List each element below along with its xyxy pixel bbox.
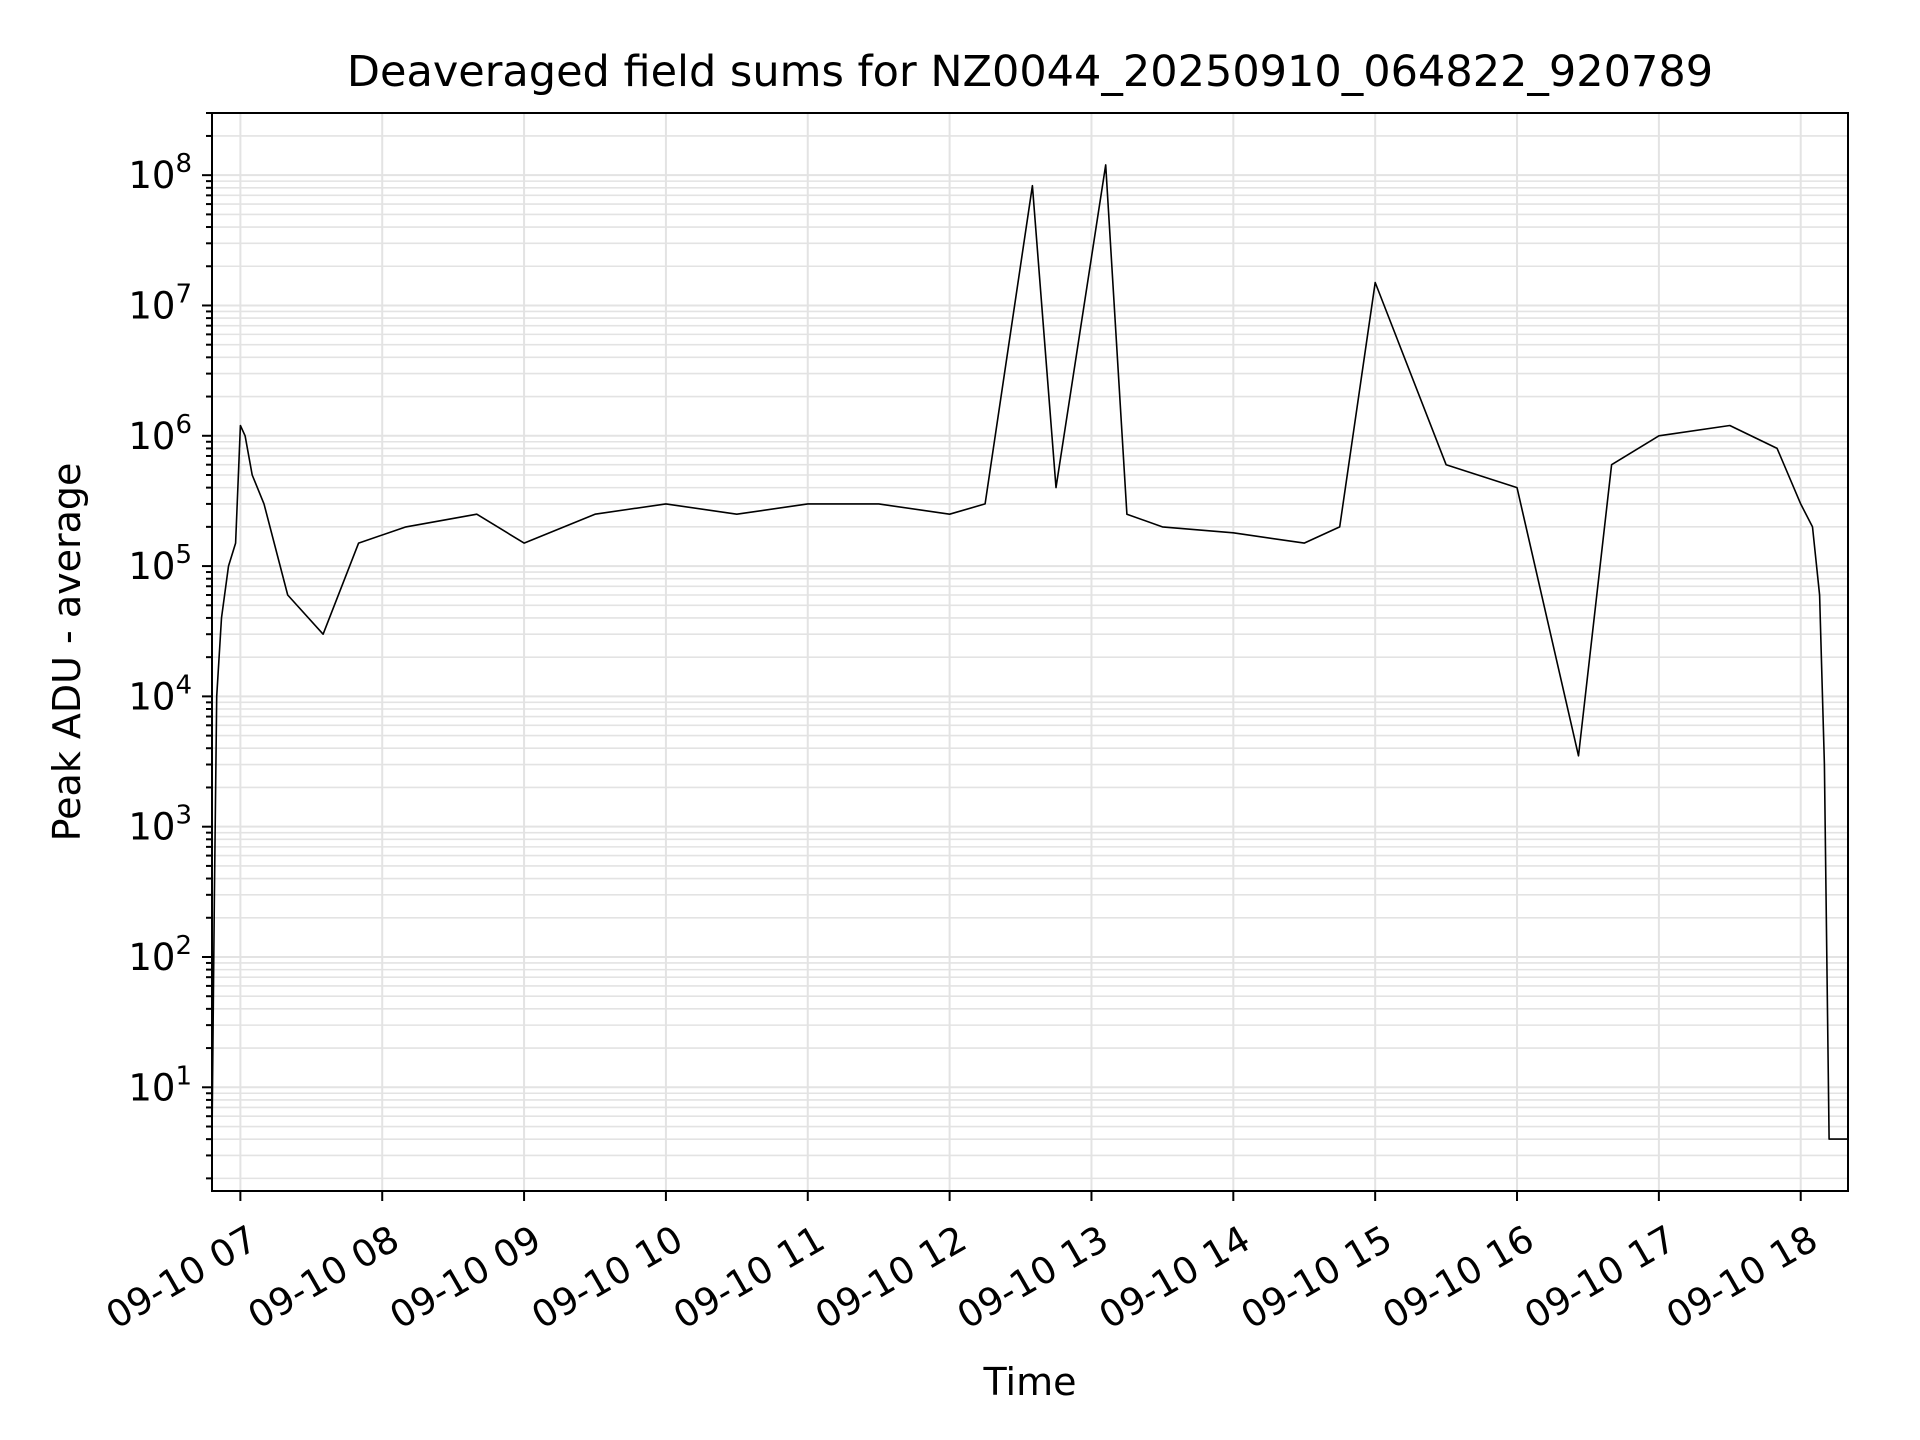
- grid: [212, 112, 1848, 1191]
- y-tick-exponent: 3: [175, 801, 192, 831]
- y-tick-base: 10: [128, 154, 175, 197]
- y-tick-label: 107: [128, 279, 192, 327]
- plot-frame: [211, 112, 1849, 1192]
- y-axis-label: Peak ADU - average: [45, 463, 89, 842]
- y-tick-exponent: 7: [175, 279, 192, 309]
- y-tick-exponent: 6: [175, 410, 192, 440]
- y-tick-base: 10: [128, 1066, 175, 1109]
- y-tick-label: 106: [128, 410, 192, 458]
- y-tick-exponent: 5: [175, 540, 192, 570]
- y-tick-base: 10: [128, 936, 175, 979]
- chart-title: Deaveraged field sums for NZ0044_2025091…: [347, 47, 1713, 97]
- y-tick-label: 105: [128, 540, 192, 588]
- y-tick-exponent: 8: [175, 149, 192, 179]
- y-tick-label: 103: [128, 801, 192, 849]
- y-tick-label: 104: [128, 670, 192, 718]
- y-tick-base: 10: [128, 284, 175, 327]
- data-layer: [211, 164, 1848, 1140]
- y-tick-exponent: 2: [175, 931, 192, 961]
- y-tick-exponent: 1: [175, 1061, 192, 1091]
- y-tick-base: 10: [128, 415, 175, 458]
- y-tick-label: 102: [128, 931, 192, 979]
- data-line: [211, 164, 1848, 1140]
- y-tick-base: 10: [128, 806, 175, 849]
- y-tick-base: 10: [128, 675, 175, 718]
- x-axis-label: Time: [983, 1360, 1077, 1404]
- y-tick-base: 10: [128, 545, 175, 588]
- y-tick-exponent: 4: [175, 670, 192, 700]
- y-tick-label: 108: [128, 149, 192, 197]
- y-tick-label: 101: [128, 1061, 192, 1109]
